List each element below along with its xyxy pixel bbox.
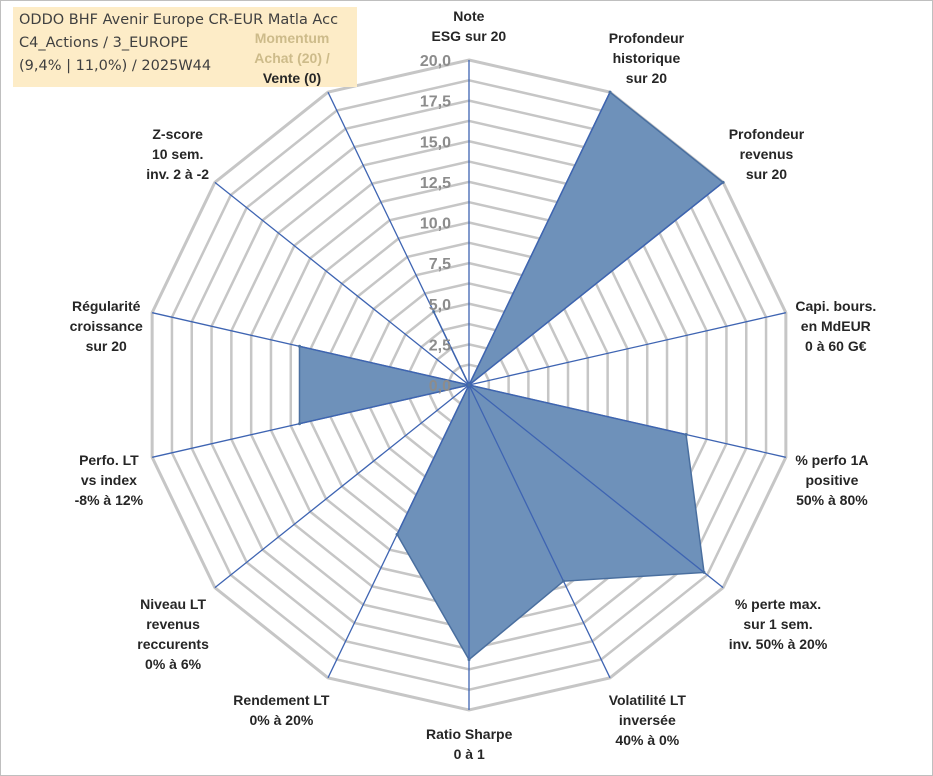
axis-label: Z-score 10 sem. inv. 2 à -2 (146, 125, 210, 182)
tick-label: 10,0 (420, 216, 451, 233)
axis-spoke (468, 181, 724, 386)
data-point (467, 658, 471, 662)
tick-label: 17,5 (420, 94, 451, 111)
axis-label: Profondeur revenus sur 20 (728, 125, 805, 182)
fund-stats: (9,4% | 11,0%) / 2025W44 (19, 58, 212, 74)
axis-spoke (327, 384, 470, 679)
axis-label: % perte max. sur 1 sem. inv. 50% à 20% (728, 596, 828, 653)
axis-label: Ratio Sharpe 0 à 1 (426, 726, 513, 762)
axis-spoke (468, 384, 786, 458)
data-point (684, 433, 688, 437)
tick-label: 12,5 (420, 175, 451, 192)
fund-category: C4_Actions / 3_EUROPE (19, 35, 189, 51)
axis-label: Volatilité LT inversée 40% à 0% (608, 691, 686, 748)
axis-spoke (468, 384, 611, 679)
axis-spoke (214, 384, 470, 589)
axis-label: Niveau LT revenus reccurents 0% à 6% (137, 596, 209, 673)
axis-label: Momentum Achat (20) / Vente (0) (254, 30, 330, 87)
tick-label: 7,5 (429, 256, 451, 273)
axis-spoke (468, 91, 611, 386)
axis-label: % perfo 1A positive 50% à 80% (795, 451, 869, 508)
axis-label: Profondeur historique sur 20 (608, 30, 685, 87)
axis-spoke (468, 312, 786, 386)
tick-label: 15,0 (420, 134, 451, 151)
axis-spoke (152, 312, 470, 386)
axis-spoke (327, 91, 470, 386)
axis-label: Rendement LT 0% à 20% (233, 691, 330, 728)
axis-label: Régularité croissance sur 20 (69, 298, 143, 355)
axis-spoke (152, 384, 470, 458)
axis-label: Capi. bours. en MdEUR 0 à 60 G€ (795, 298, 877, 355)
tick-label: 2,5 (429, 337, 451, 354)
data-point (608, 90, 612, 94)
axis-spoke (214, 181, 470, 386)
tick-label: 20,0 (420, 53, 451, 70)
data-point (297, 422, 301, 426)
axis-label: Perfo. LT vs index -8% à 12% (74, 451, 144, 508)
axis-spoke (468, 384, 724, 589)
fund-name: ODDO BHF Avenir Europe CR-EUR Matla Acc (19, 12, 339, 28)
fund-info-box: ODDO BHF Avenir Europe CR-EUR Matla Acc … (13, 7, 357, 87)
tick-label: 0,0 (429, 378, 451, 395)
data-point (297, 344, 301, 348)
data-point (702, 570, 706, 574)
data-point (467, 383, 471, 387)
data-point (432, 310, 436, 314)
tick-label: 5,0 (429, 297, 451, 314)
data-point (395, 532, 399, 536)
axis-label: Note ESG sur 20 (431, 8, 507, 44)
data-point (721, 180, 725, 184)
data-point (561, 579, 565, 583)
